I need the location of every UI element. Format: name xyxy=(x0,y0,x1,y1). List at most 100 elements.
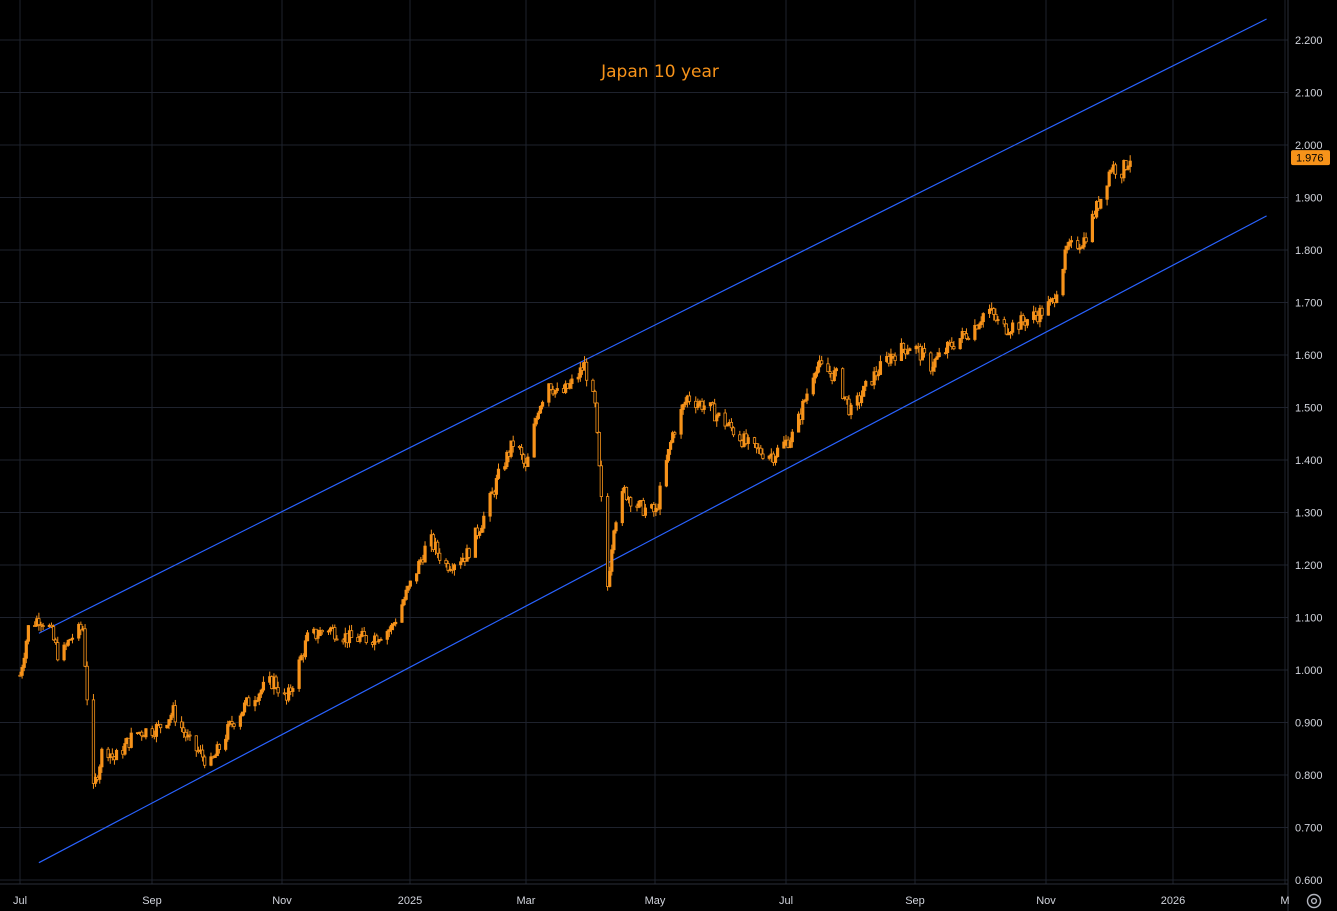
candle xyxy=(538,405,543,414)
candle xyxy=(973,319,977,342)
candle xyxy=(612,529,616,554)
candle xyxy=(505,450,509,470)
candle xyxy=(26,625,30,645)
candle xyxy=(1048,297,1053,306)
candle xyxy=(593,389,597,408)
candle xyxy=(375,633,379,643)
candle xyxy=(746,434,750,450)
candle xyxy=(488,491,492,522)
candle xyxy=(1025,318,1029,329)
candle xyxy=(123,738,127,756)
candle xyxy=(859,390,864,407)
candle xyxy=(173,699,177,727)
candle xyxy=(790,429,794,448)
candles xyxy=(18,155,1132,789)
candle xyxy=(937,347,941,358)
candle xyxy=(37,612,41,631)
candle xyxy=(1034,307,1038,321)
candle xyxy=(1002,316,1006,328)
candle xyxy=(1082,232,1086,250)
candle xyxy=(614,520,618,534)
candle xyxy=(876,369,880,381)
candle xyxy=(540,400,545,410)
candle xyxy=(553,390,557,398)
candle xyxy=(522,452,526,469)
x-tick-label: M xyxy=(1280,895,1289,907)
candle xyxy=(933,357,937,373)
candle xyxy=(482,511,486,533)
y-axis[interactable]: 2.200 2.100 2.000 1.900 1.800 1.700 1.600 1.500… xyxy=(1295,35,1323,887)
candle xyxy=(415,573,419,584)
candle xyxy=(24,639,28,664)
chart-settings-button[interactable] xyxy=(1305,892,1323,910)
candle xyxy=(446,560,450,573)
y-tick-label: 1.600 xyxy=(1295,350,1323,362)
candle xyxy=(394,618,398,627)
candle xyxy=(1113,162,1118,179)
candle xyxy=(253,695,257,712)
candle xyxy=(320,629,324,635)
candle xyxy=(224,734,228,752)
candle xyxy=(91,694,96,789)
candle xyxy=(154,722,159,743)
y-tick-label: 2.200 xyxy=(1295,35,1323,47)
candle xyxy=(952,340,956,351)
candle xyxy=(287,684,291,703)
candle xyxy=(845,396,849,405)
candle xyxy=(687,391,692,405)
candle xyxy=(314,628,318,641)
candle xyxy=(813,371,817,384)
candle xyxy=(849,402,853,420)
candle xyxy=(595,402,599,434)
candle xyxy=(209,752,213,767)
candle xyxy=(906,344,910,355)
candle xyxy=(389,623,394,635)
candle xyxy=(203,754,207,769)
candle xyxy=(503,462,507,471)
x-tick-label: Mar xyxy=(517,895,536,907)
candle xyxy=(654,503,658,517)
lower-channel-line[interactable] xyxy=(38,215,1267,864)
candle xyxy=(681,403,685,415)
candle xyxy=(230,715,234,728)
candle xyxy=(417,559,421,575)
y-tick-label: 0.700 xyxy=(1295,823,1323,835)
candle xyxy=(759,444,763,456)
candle xyxy=(79,621,83,636)
candle xyxy=(242,700,247,716)
candle xyxy=(261,676,266,693)
candle xyxy=(1094,200,1099,219)
candle xyxy=(159,723,163,734)
candle xyxy=(480,525,484,533)
candle xyxy=(232,722,236,730)
candle xyxy=(578,362,582,382)
candle xyxy=(776,444,780,458)
candle xyxy=(1099,198,1103,210)
candle xyxy=(576,373,580,383)
candle xyxy=(179,716,184,733)
candle xyxy=(679,404,683,439)
candle xyxy=(977,322,981,330)
candle xyxy=(215,741,219,757)
candle xyxy=(169,712,173,723)
candle xyxy=(140,730,144,741)
upper-channel-line[interactable] xyxy=(38,18,1267,634)
y-tick-label: 1.500 xyxy=(1295,403,1323,415)
candle xyxy=(1063,245,1067,274)
candle xyxy=(39,621,43,632)
candle xyxy=(240,711,245,717)
candle xyxy=(624,486,629,501)
candle xyxy=(717,412,721,418)
candle xyxy=(238,713,242,730)
candle xyxy=(509,440,513,459)
candle xyxy=(637,499,641,509)
candle xyxy=(960,327,964,343)
y-tick-label: 0.600 xyxy=(1295,875,1323,887)
x-axis[interactable]: Jul Sep Nov 2025 Mar May Jul Sep Nov 2026 M xyxy=(13,895,1290,907)
candle xyxy=(318,626,322,637)
candle xyxy=(713,398,717,422)
candle xyxy=(715,413,719,427)
candle xyxy=(150,725,154,738)
